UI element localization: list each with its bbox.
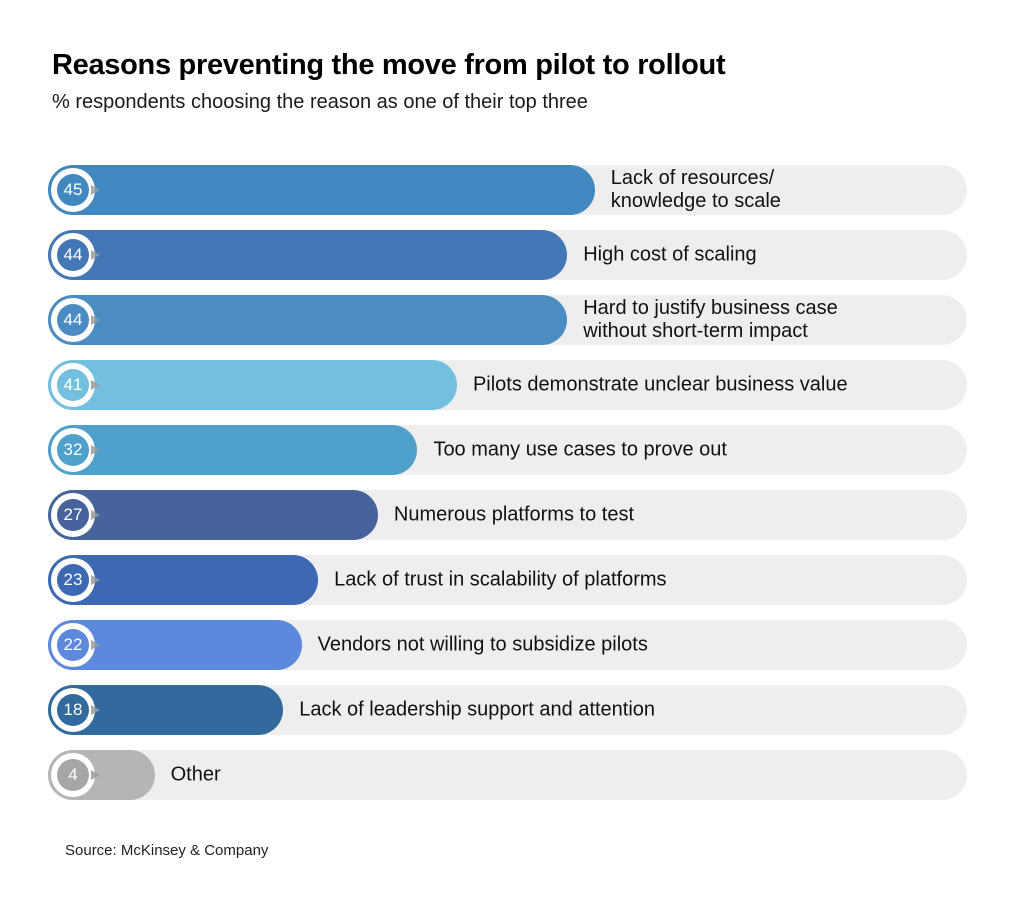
bar-value: 18 — [63, 700, 83, 720]
bar-row: 18 Lack of leadership support and attent… — [48, 684, 967, 735]
bar-chart: 45 Lack of resources/ knowledge to scale… — [48, 164, 967, 800]
value-badge-inner: 23 — [57, 563, 89, 596]
bar-row: 45 Lack of resources/ knowledge to scale — [48, 164, 967, 215]
bar: 18 — [48, 684, 284, 735]
bar: 45 — [48, 164, 595, 215]
needle-icon — [91, 314, 100, 325]
value-badge: 18 — [51, 687, 100, 732]
value-badge: 23 — [51, 557, 100, 602]
bar: 41 — [48, 359, 457, 410]
bar-label: Hard to justify business case without sh… — [583, 296, 838, 342]
value-badge-inner: 41 — [57, 368, 89, 401]
needle-icon — [91, 509, 100, 520]
bar-label: Pilots demonstrate unclear business valu… — [472, 373, 848, 396]
bar-label: Lack of leadership support and attention — [299, 698, 656, 721]
bar: 32 — [48, 424, 418, 475]
bar-value: 22 — [63, 635, 83, 655]
bar-row: 27 Numerous platforms to test — [48, 489, 967, 540]
value-badge-inner: 18 — [57, 693, 89, 726]
bar-value: 27 — [63, 505, 83, 525]
value-badge-inner: 4 — [57, 758, 89, 791]
needle-icon — [91, 249, 100, 260]
bar-row: 44 High cost of scaling — [48, 229, 967, 280]
bar-row: 41 Pilots demonstrate unclear business v… — [48, 359, 967, 410]
bar-value: 45 — [63, 180, 83, 200]
value-badge: 22 — [51, 622, 100, 667]
needle-icon — [91, 769, 100, 780]
value-badge: 4 — [51, 752, 100, 797]
bar-value: 23 — [63, 570, 83, 590]
bar-row: 22 Vendors not willing to subsidize pilo… — [48, 619, 967, 670]
bar-row: 4 Other — [48, 749, 967, 800]
bar-row: 23 Lack of trust in scalability of platf… — [48, 554, 967, 605]
bar: 22 — [48, 619, 302, 670]
bar: 23 — [48, 554, 319, 605]
value-badge: 27 — [51, 492, 100, 537]
value-badge: 44 — [51, 232, 100, 277]
bar-label: Vendors not willing to subsidize pilots — [317, 633, 648, 656]
needle-icon — [91, 379, 100, 390]
value-badge: 32 — [51, 427, 100, 472]
value-badge-inner: 27 — [57, 498, 89, 531]
bar-value: 4 — [68, 765, 78, 785]
chart-header: Reasons preventing the move from pilot t… — [0, 0, 1024, 115]
value-badge-inner: 44 — [57, 238, 89, 271]
value-badge-inner: 45 — [57, 173, 89, 206]
bar-value: 44 — [63, 310, 83, 330]
needle-icon — [91, 639, 100, 650]
needle-icon — [91, 184, 100, 195]
value-badge: 45 — [51, 167, 100, 212]
bar: 44 — [48, 229, 568, 280]
bar-value: 41 — [63, 375, 83, 395]
bar-label: Lack of trust in scalability of platform… — [334, 568, 667, 591]
value-badge: 41 — [51, 362, 100, 407]
value-badge-inner: 22 — [57, 628, 89, 661]
bar-value: 44 — [63, 245, 83, 265]
value-badge-inner: 44 — [57, 303, 89, 336]
needle-icon — [91, 444, 100, 455]
needle-icon — [91, 574, 100, 585]
bar-label: Lack of resources/ knowledge to scale — [610, 166, 781, 212]
bar-label: Numerous platforms to test — [393, 503, 634, 526]
chart-subtitle: % respondents choosing the reason as one… — [52, 90, 588, 113]
bar: 4 — [48, 749, 155, 800]
bar-value: 32 — [63, 440, 83, 460]
bar-row: 32 Too many use cases to prove out — [48, 424, 967, 475]
chart-title: Reasons preventing the move from pilot t… — [52, 49, 726, 81]
bar: 27 — [48, 489, 378, 540]
bar: 44 — [48, 294, 568, 345]
bar-label: Too many use cases to prove out — [433, 438, 727, 461]
source-note: Source: McKinsey & Company — [65, 841, 269, 859]
value-badge-inner: 32 — [57, 433, 89, 466]
bar-row: 44 Hard to justify business case without… — [48, 294, 967, 345]
value-badge: 44 — [51, 297, 100, 342]
needle-icon — [91, 704, 100, 715]
bar-label: Other — [170, 763, 221, 786]
bar-label: High cost of scaling — [583, 243, 757, 266]
